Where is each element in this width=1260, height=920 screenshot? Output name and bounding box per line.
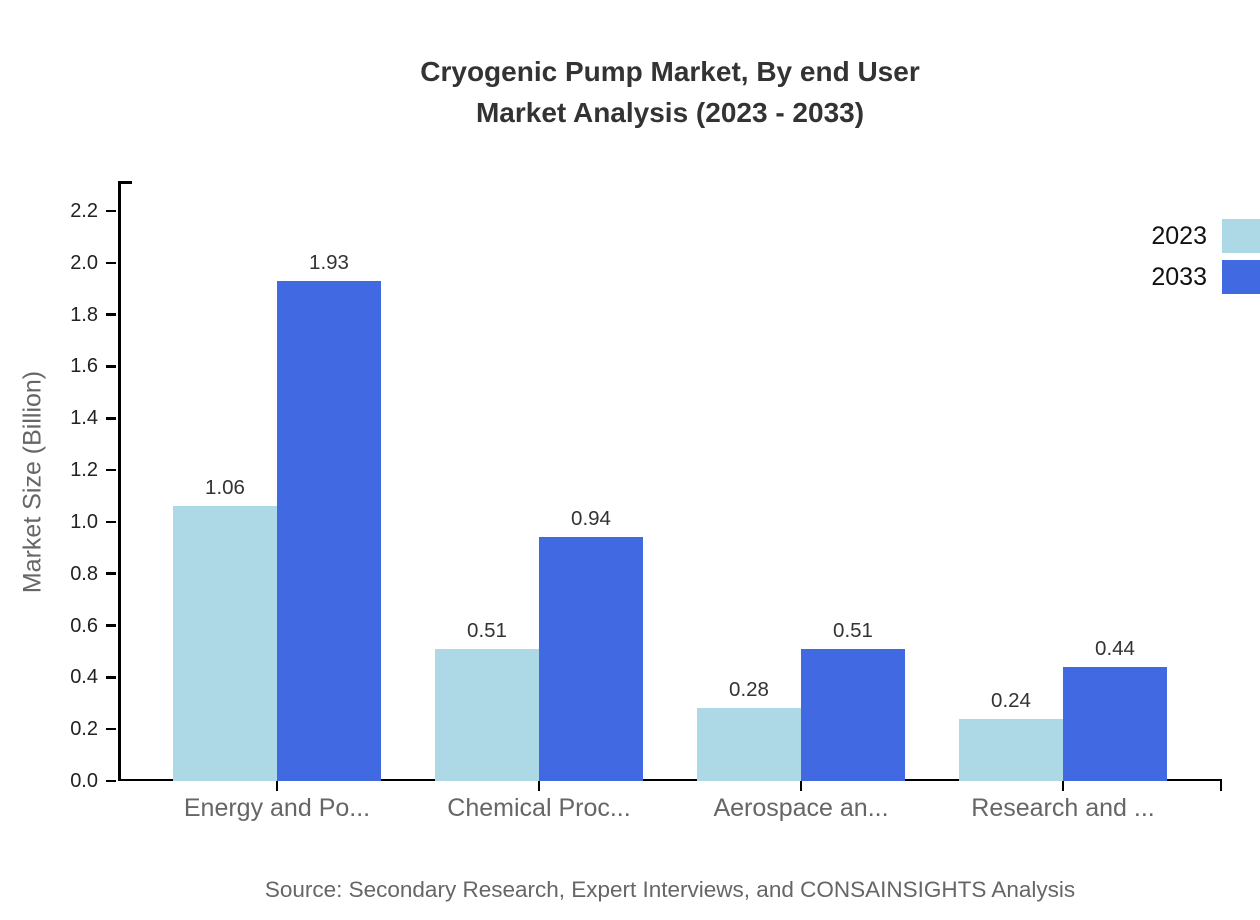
y-tick-mark — [106, 572, 116, 575]
bar-value-label: 0.51 — [467, 618, 507, 642]
legend-label-2023: 2023 — [1151, 221, 1207, 250]
x-tick-mark — [537, 781, 541, 791]
bar-2023 — [697, 708, 801, 781]
y-tick-label: 0.8 — [70, 562, 98, 585]
y-tick-label: 2.0 — [70, 251, 98, 274]
bar-2033 — [539, 537, 643, 781]
y-tick-mark — [106, 365, 116, 368]
bar-value-label: 1.06 — [205, 476, 245, 500]
y-tick-label: 1.2 — [70, 459, 98, 482]
bar-2023 — [435, 648, 539, 781]
y-tick-label: 1.4 — [70, 407, 98, 430]
y-axis-title: Market Size (Billion) — [18, 370, 47, 594]
x-axis-category-label: Research and ... — [971, 794, 1155, 822]
y-tick-mark — [106, 209, 116, 213]
bar-value-label: 0.44 — [1095, 637, 1135, 660]
legend-swatch-2023 — [1222, 219, 1260, 253]
y-tick-label: 0.6 — [70, 614, 98, 637]
y-tick-mark — [106, 676, 116, 679]
legend: 2023 2033 — [1151, 219, 1260, 301]
legend-label-2033: 2033 — [1151, 262, 1207, 291]
bar-value-label: 1.93 — [309, 250, 349, 274]
source-note: Source: Secondary Research, Expert Inter… — [264, 877, 1076, 902]
bar-value-label: 0.28 — [729, 678, 769, 702]
bar-value-label: 0.94 — [571, 507, 611, 531]
legend-item-2033: 2033 — [1151, 260, 1260, 294]
y-tick-mark — [106, 779, 116, 783]
y-tick-mark — [106, 261, 116, 265]
legend-item-2023: 2023 — [1151, 219, 1260, 253]
y-axis-end-cap — [118, 181, 132, 184]
y-tick-label: 0.2 — [70, 718, 98, 741]
plot-area: 0.0 0.2 0.4 0.6 0.8 1.0 1.2 1.4 1.6 1.8 2.0 2.2 1.06… — [70, 181, 1222, 822]
y-tick-mark — [106, 417, 116, 420]
x-tick-mark — [799, 781, 803, 791]
x-axis-category-label: Chemical Proc... — [447, 794, 631, 822]
y-tick-mark — [106, 624, 116, 627]
x-axis-category-label: Energy and Po... — [183, 794, 371, 822]
chart-title-line1: Cryogenic Pump Market, By end User — [420, 56, 920, 87]
bar-2033 — [277, 280, 381, 781]
chart-title: Cryogenic Pump Market, By end User Marke… — [80, 51, 1260, 133]
chart-title-line2: Market Analysis (2023 - 2033) — [475, 97, 865, 128]
x-axis-category-label: Aerospace an... — [713, 794, 889, 822]
y-tick-label: 0.0 — [70, 770, 98, 792]
y-axis-line — [118, 181, 121, 781]
x-tick-mark — [275, 781, 279, 791]
y-tick-label: 1.8 — [70, 303, 98, 326]
y-tick-mark — [106, 313, 116, 316]
bar-2023 — [173, 506, 277, 781]
x-tick-mark — [1061, 781, 1065, 791]
y-tick-label: 2.2 — [70, 200, 98, 222]
y-tick-label: 1.0 — [70, 510, 98, 533]
bar-value-label: 0.51 — [833, 618, 873, 642]
y-tick-mark — [106, 520, 116, 524]
y-tick-mark — [106, 727, 116, 731]
y-tick-mark — [106, 468, 116, 472]
bar-2033 — [801, 648, 905, 781]
x-axis-line — [118, 778, 1222, 781]
bar-2023 — [959, 718, 1063, 781]
y-tick-label: 0.4 — [70, 666, 98, 689]
bar-2033 — [1063, 667, 1167, 781]
x-axis-end-cap — [1219, 778, 1222, 791]
legend-swatch-2033 — [1222, 260, 1260, 294]
bar-value-label: 0.24 — [991, 688, 1031, 712]
y-tick-label: 1.6 — [70, 355, 98, 378]
